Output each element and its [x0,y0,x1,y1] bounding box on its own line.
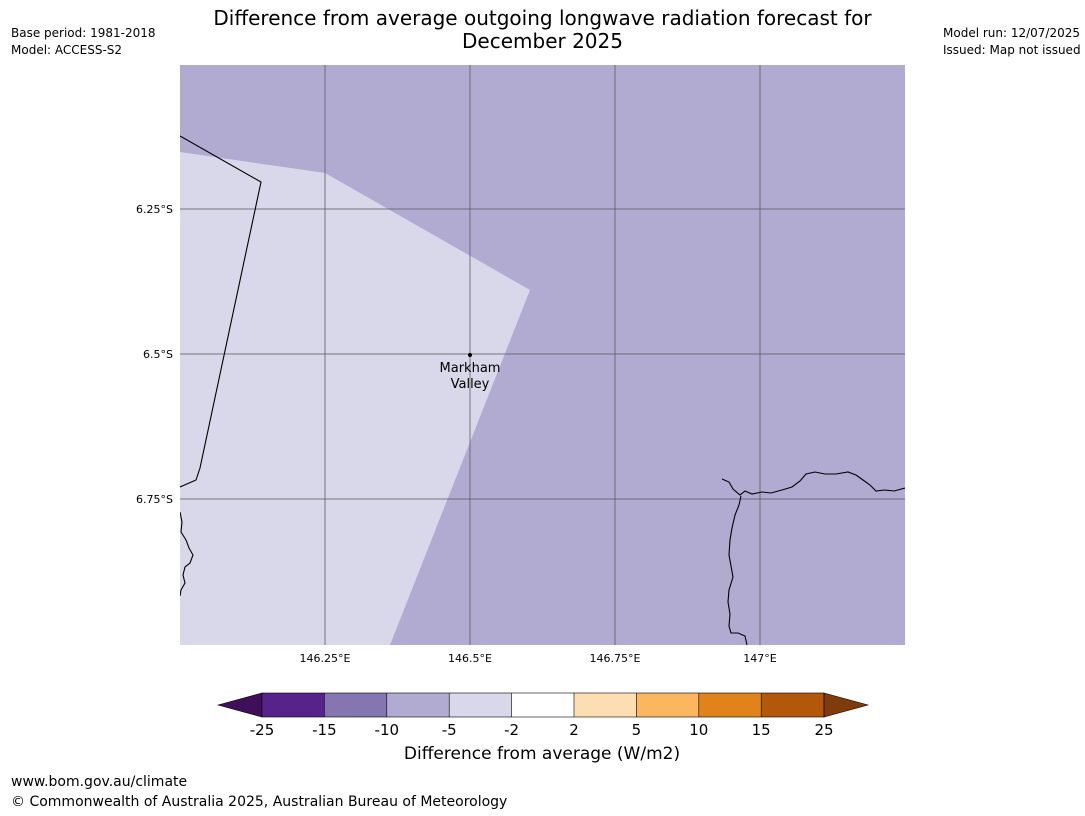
colorbar-tick-label: 15 [752,721,771,739]
metadata-left: Base period: 1981-2018 Model: ACCESS-S2 [11,25,156,59]
lon-label: 147°E [743,652,776,665]
colorbar-label: Difference from average (W/m2) [403,744,681,764]
coastline-west [180,511,194,597]
colorbar-tick-label: -15 [312,721,337,739]
colorbar-swatch [262,693,325,717]
model-text: Model: ACCESS-S2 [11,43,123,57]
lat-label: 6.75°S [136,493,173,506]
colorbar-tick-label: 2 [569,721,579,739]
border-line-northwest [180,135,262,488]
colorbar-swatch [511,693,574,717]
colorbar-swatch [324,693,387,717]
colorbar-tick-label: -25 [250,721,275,739]
lon-label: 146.25°E [300,652,351,665]
colorbar-tick-label: 25 [814,721,833,739]
colorbar-extend-low [216,692,263,718]
colorbar-tick-label: -5 [442,721,457,739]
lat-labels: 6.25°S 6.5°S 6.75°S [136,203,173,506]
footer-url: www.bom.gov.au/climate [11,774,188,790]
colorbar-tick-label: -2 [504,721,519,739]
lon-labels: 146.25°E 146.5°E 146.75°E 147°E [300,652,777,665]
colorbar-tick-label: -10 [375,721,400,739]
place-label-line-2: Valley [451,377,490,392]
colorbar-extend-high [823,692,870,718]
lat-label: 6.5°S [143,348,173,361]
colorbar-ticks: -25 -15 -10 -5 -2 2 5 10 15 25 [250,721,834,739]
colorbar-swatch [698,693,762,717]
footer-copyright: © Commonwealth of Australia 2025, Austra… [11,794,508,810]
issued-text: Issued: Map not issued [943,43,1081,57]
boundaries [180,135,905,645]
map-panel: Markham Valley [180,65,905,645]
colorbar-tick-label: 5 [632,721,642,739]
colorbar-swatch [386,693,450,717]
title-line-1: Difference from average outgoing longwav… [213,6,872,30]
model-run-text: Model run: 12/07/2025 [943,26,1081,40]
markham-valley-marker [468,353,472,357]
map-title: Difference from average outgoing longwav… [170,7,915,53]
lat-label: 6.25°S [136,203,173,216]
base-period-text: Base period: 1981-2018 [11,26,156,40]
colorbar-swatch [636,693,699,717]
colorbar-swatch [574,693,637,717]
colorbar-swatch [449,693,512,717]
lon-label: 146.5°E [448,652,492,665]
colorbar-swatch [761,693,824,717]
coastline-south [727,495,748,645]
colorbar: -25 -15 -10 -5 -2 2 5 10 15 25 [216,692,870,739]
coastline-huon-gulf [721,471,905,496]
gridlines [180,65,905,645]
colorbar-tick-label: 10 [689,721,708,739]
place-label-line-1: Markham [440,361,501,376]
metadata-right: Model run: 12/07/2025 Issued: Map not is… [943,25,1081,59]
region-band-minus5-minus2 [180,152,530,645]
lon-label: 146.75°E [590,652,641,665]
title-line-2: December 2025 [462,29,623,53]
